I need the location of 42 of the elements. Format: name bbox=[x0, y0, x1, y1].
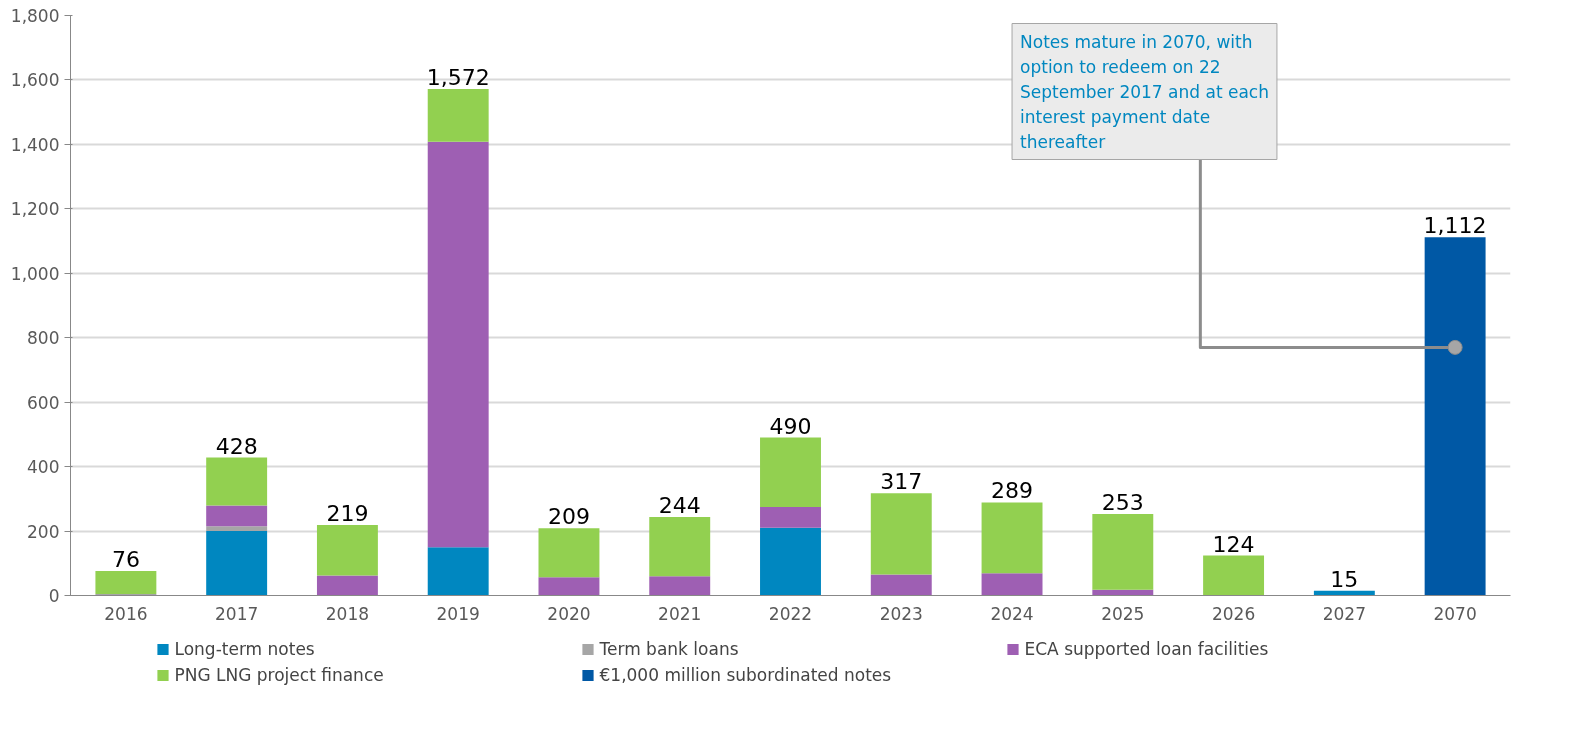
y-tick-label: 200 bbox=[27, 521, 60, 542]
y-tick-label: 1,200 bbox=[10, 199, 60, 220]
total-label: 124 bbox=[1212, 531, 1255, 557]
total-label: 253 bbox=[1101, 489, 1144, 515]
annotation: Notes mature in 2070, with option to redeem on 22 September 2017 and at each interest payment date thereafter bbox=[1020, 31, 1269, 152]
y-tick-label: 1,800 bbox=[10, 6, 60, 26]
x-tick-label: 2027 bbox=[1322, 603, 1366, 624]
y-tick-label: 800 bbox=[27, 328, 60, 349]
x-tick-label: 2016 bbox=[104, 603, 148, 624]
total-label: 428 bbox=[215, 433, 258, 459]
y-tick-label: 400 bbox=[27, 457, 60, 478]
total-label: 76 bbox=[111, 547, 140, 573]
y-tick-label: 1,000 bbox=[10, 263, 60, 284]
total-label: 244 bbox=[658, 492, 701, 518]
x-tick-label: 2020 bbox=[547, 603, 591, 624]
total-label: 219 bbox=[326, 500, 369, 526]
x-tick-label: 2018 bbox=[325, 603, 370, 624]
total-label: 289 bbox=[991, 478, 1034, 504]
total-label: 317 bbox=[880, 469, 923, 495]
total-label: 1,572 bbox=[426, 64, 490, 90]
x-tick-label: 2070 bbox=[1433, 603, 1477, 624]
legend-label: €1,000 million subordinated notes bbox=[599, 665, 893, 685]
y-tick-label: 1,400 bbox=[10, 134, 60, 155]
x-tick-label: 2017 bbox=[215, 603, 259, 624]
x-tick-label: 2024 bbox=[990, 603, 1034, 624]
total-label: 1,112 bbox=[1423, 213, 1487, 239]
y-tick-label: 600 bbox=[27, 392, 60, 413]
y-tick-label: 1,600 bbox=[10, 70, 60, 91]
legend-label: Long-term notes bbox=[174, 639, 316, 659]
total-label: 15 bbox=[1330, 566, 1359, 592]
legend-label: Term bank loans bbox=[599, 639, 740, 659]
total-label: 490 bbox=[769, 413, 812, 439]
y-tick-label: 0 bbox=[48, 586, 60, 606]
x-tick-label: 2026 bbox=[1211, 603, 1256, 624]
x-tick-label: 2021 bbox=[658, 603, 702, 624]
legend-label: ECA supported loan facilities bbox=[1024, 639, 1270, 659]
x-tick-label: 2022 bbox=[768, 603, 813, 624]
x-tick-label: 2019 bbox=[436, 603, 480, 624]
legend-label: PNG LNG project finance bbox=[174, 665, 385, 685]
total-label: 209 bbox=[547, 504, 590, 530]
x-tick-label: 2025 bbox=[1101, 603, 1145, 624]
x-tick-label: 2023 bbox=[879, 603, 923, 624]
